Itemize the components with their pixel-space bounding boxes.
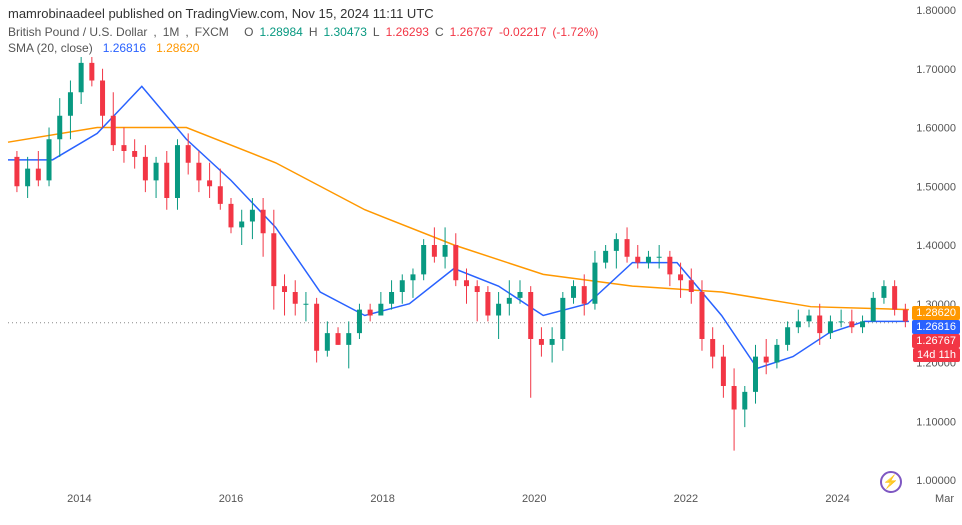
svg-text:2018: 2018 bbox=[370, 493, 394, 505]
price-tag: 1.28620 bbox=[912, 306, 960, 320]
svg-text:2014: 2014 bbox=[67, 493, 91, 505]
svg-text:1.60000: 1.60000 bbox=[916, 123, 956, 135]
price-tag: 1.26767 bbox=[912, 334, 960, 348]
svg-text:1.70000: 1.70000 bbox=[916, 64, 956, 76]
chart-container: mamrobinaadeel published on TradingView.… bbox=[0, 0, 962, 525]
svg-text:1.80000: 1.80000 bbox=[916, 5, 956, 17]
svg-text:2016: 2016 bbox=[219, 493, 243, 505]
svg-text:Mar: Mar bbox=[935, 493, 954, 505]
snapshot-icon[interactable]: ⚡ bbox=[880, 471, 902, 493]
svg-text:1.00000: 1.00000 bbox=[916, 475, 956, 487]
svg-text:2024: 2024 bbox=[825, 493, 849, 505]
svg-text:2020: 2020 bbox=[522, 493, 546, 505]
svg-text:1.50000: 1.50000 bbox=[916, 181, 956, 193]
svg-text:1.10000: 1.10000 bbox=[916, 416, 956, 428]
svg-text:1.40000: 1.40000 bbox=[916, 240, 956, 252]
svg-text:2022: 2022 bbox=[674, 493, 698, 505]
chart-canvas[interactable]: 1.000001.100001.200001.300001.400001.500… bbox=[0, 0, 962, 525]
price-tag: 1.26816 bbox=[912, 320, 960, 334]
price-tag: 14d 11h bbox=[913, 348, 960, 362]
